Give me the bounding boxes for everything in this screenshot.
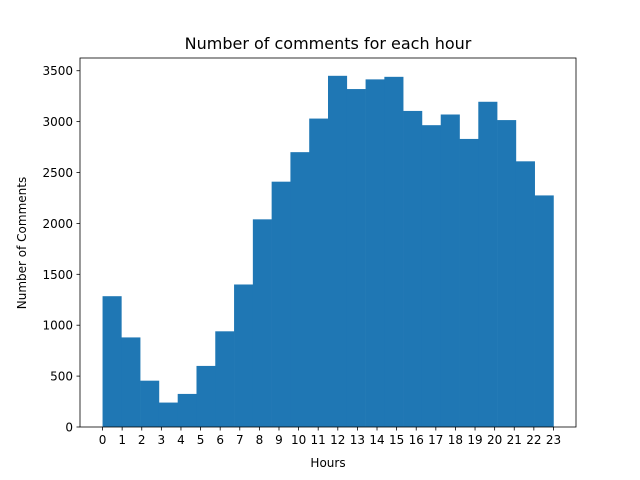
bar-hour-22 <box>515 161 535 427</box>
bars-group <box>102 75 554 428</box>
x-tick-label: 2 <box>138 433 146 447</box>
x-tick-label: 20 <box>487 433 502 447</box>
x-tick-label: 9 <box>275 433 283 447</box>
y-tick-label: 3500 <box>42 64 73 78</box>
bar-hour-5 <box>196 365 216 427</box>
axes-frame <box>79 57 577 428</box>
y-tick-label: 1500 <box>42 268 73 282</box>
bar-hour-1 <box>121 337 141 427</box>
y-tick-label: 1000 <box>42 319 73 333</box>
bar-hour-2 <box>140 380 160 427</box>
bar-hour-14 <box>365 79 385 427</box>
bar-hour-12 <box>328 75 348 427</box>
bar-hour-10 <box>290 152 310 427</box>
x-tick-label: 11 <box>311 433 326 447</box>
x-tick-label: 19 <box>467 433 482 447</box>
bar-hour-19 <box>459 138 479 427</box>
bar-hour-8 <box>252 219 272 427</box>
x-tick-label: 7 <box>236 433 244 447</box>
x-tick-label: 8 <box>256 433 264 447</box>
x-tick-label: 23 <box>546 433 561 447</box>
bar-hour-16 <box>403 110 423 428</box>
y-axis-label: Number of Comments <box>15 177 29 309</box>
bar-hour-13 <box>346 89 366 428</box>
bar-hour-20 <box>478 101 498 428</box>
bar-hour-11 <box>309 118 329 427</box>
chart-title: Number of comments for each hour <box>185 34 472 53</box>
x-tick-label: 3 <box>158 433 166 447</box>
x-tick-label: 5 <box>197 433 205 447</box>
bar-hour-15 <box>384 76 404 427</box>
x-axis-label: Hours <box>310 456 345 470</box>
y-tick-label: 2500 <box>42 166 73 180</box>
y-tick-label: 2000 <box>42 217 73 231</box>
y-tick-label: 500 <box>50 370 73 384</box>
bar-hour-9 <box>271 181 291 427</box>
x-tick-label: 14 <box>369 433 384 447</box>
bar-hour-17 <box>421 125 442 428</box>
bar-hour-6 <box>215 331 235 427</box>
bar-hour-0 <box>102 296 122 427</box>
bar-hour-4 <box>177 393 197 427</box>
bar-hour-7 <box>234 284 254 427</box>
x-ticks-group: 0 1 2 3 4 5 6 7 8 9 10 11 12 13 14 15 16 17 18 19 20 21 22 23 <box>99 427 561 447</box>
y-tick-label: 3000 <box>42 115 73 129</box>
x-tick-label: 16 <box>409 433 424 447</box>
x-tick-label: 12 <box>330 433 345 447</box>
x-tick-label: 0 <box>99 433 107 447</box>
bar-hour-21 <box>497 120 517 427</box>
bar-hour-18 <box>440 114 460 427</box>
x-tick-label: 21 <box>507 433 522 447</box>
x-tick-label: 22 <box>526 433 541 447</box>
x-tick-label: 10 <box>291 433 306 447</box>
x-tick-label: 4 <box>177 433 185 447</box>
bar-hour-3 <box>158 402 178 427</box>
x-tick-label: 1 <box>118 433 126 447</box>
y-tick-label: 0 <box>65 421 73 435</box>
bar-hour-23 <box>534 195 554 427</box>
x-tick-label: 18 <box>448 433 463 447</box>
x-tick-label: 17 <box>428 433 443 447</box>
y-ticks-group: 0 500 1000 1500 2000 2500 3000 3500 <box>42 64 80 435</box>
x-tick-label: 13 <box>350 433 365 447</box>
x-tick-label: 6 <box>216 433 224 447</box>
x-tick-label: 15 <box>389 433 404 447</box>
